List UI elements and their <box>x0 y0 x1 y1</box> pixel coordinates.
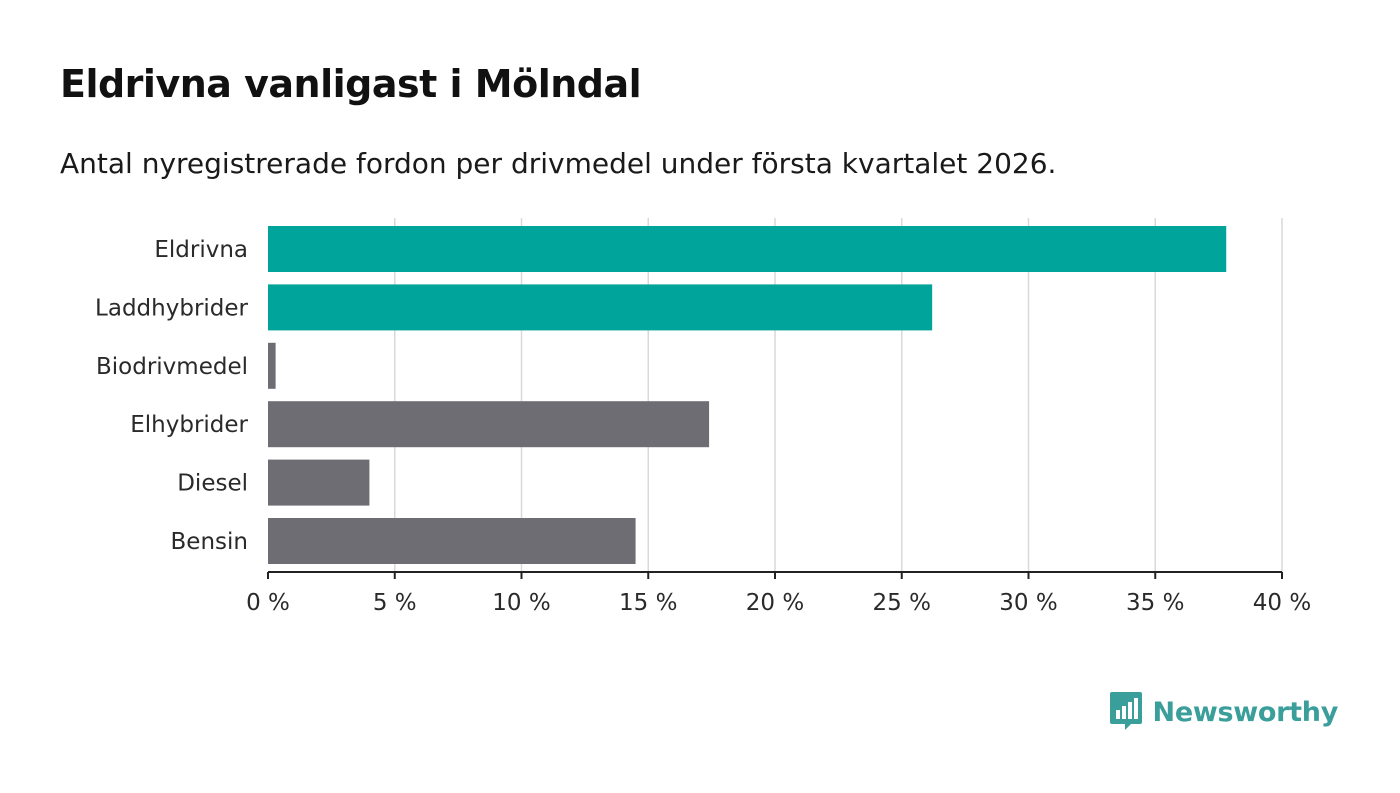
bar-diesel <box>268 459 370 506</box>
category-label: Elhybrider <box>130 412 248 438</box>
chart-subtitle: Antal nyregistrerade fordon per drivmede… <box>60 147 1057 180</box>
bar-elhybrider <box>268 401 710 448</box>
x-tick-label: 10 % <box>492 590 550 616</box>
x-tick-label: 40 % <box>1253 590 1311 616</box>
bar-eldrivna <box>268 226 1227 272</box>
bar-chart: Eldrivna Laddhybrider Biodrivmedel Elhybrid… <box>95 218 1311 616</box>
bars <box>268 226 1227 564</box>
x-tick-label: 35 % <box>1126 590 1184 616</box>
bar-biodrivmedel <box>268 342 276 389</box>
x-tick-label: 5 % <box>373 590 417 616</box>
x-tick-label: 30 % <box>999 590 1057 616</box>
bar-bensin <box>268 518 636 564</box>
brand-logo: Newsworthy <box>1109 690 1338 734</box>
bar-laddhybrider <box>268 284 933 331</box>
brand-name: Newsworthy <box>1152 696 1339 728</box>
newsworthy-logo-icon <box>1109 690 1143 734</box>
category-label: Biodrivmedel <box>96 354 248 380</box>
category-labels: Eldrivna Laddhybrider Biodrivmedel Elhybrid… <box>95 237 248 555</box>
category-label: Laddhybrider <box>95 295 248 321</box>
chart-title: Eldrivna vanligast i Mölndal <box>60 62 642 106</box>
x-tick-label: 20 % <box>746 590 804 616</box>
category-label: Diesel <box>177 471 248 497</box>
grid-lines <box>394 218 1283 572</box>
category-label: Bensin <box>171 529 248 555</box>
category-label: Eldrivna <box>154 237 248 263</box>
x-tick-label: 15 % <box>619 590 677 616</box>
x-axis: 0 % 5 % 10 % 15 % 20 % 25 % 30 % 35 % 40 % <box>246 571 1311 616</box>
x-tick-label: 25 % <box>873 590 931 616</box>
x-tick-label: 0 % <box>246 590 290 616</box>
